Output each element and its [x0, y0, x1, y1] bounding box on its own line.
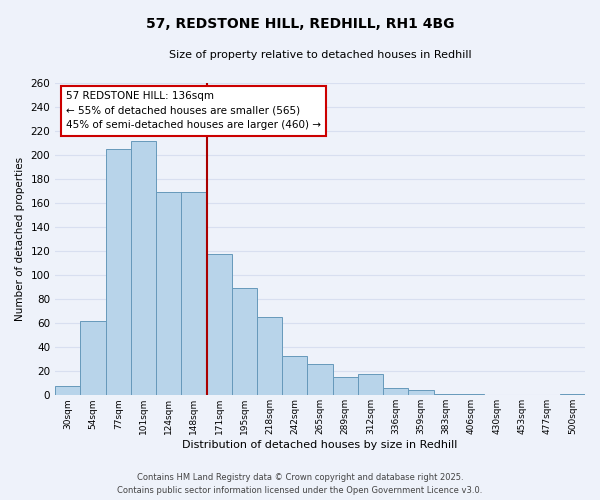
Bar: [181, 192, 206, 396]
Text: 57, REDSTONE HILL, REDHILL, RH1 4BG: 57, REDSTONE HILL, REDHILL, RH1 4BG: [146, 18, 454, 32]
Text: 57 REDSTONE HILL: 136sqm
← 55% of detached houses are smaller (565)
45% of semi-: 57 REDSTONE HILL: 136sqm ← 55% of detach…: [66, 91, 321, 130]
X-axis label: Distribution of detached houses by size in Redhill: Distribution of detached houses by size …: [182, 440, 458, 450]
Bar: [560, 394, 585, 396]
Bar: [80, 321, 106, 396]
Bar: [383, 388, 409, 396]
Bar: [307, 364, 332, 396]
Y-axis label: Number of detached properties: Number of detached properties: [15, 157, 25, 321]
Bar: [282, 356, 307, 396]
Bar: [232, 288, 257, 396]
Text: Contains HM Land Registry data © Crown copyright and database right 2025.
Contai: Contains HM Land Registry data © Crown c…: [118, 474, 482, 495]
Bar: [206, 254, 232, 396]
Bar: [332, 378, 358, 396]
Bar: [434, 394, 459, 396]
Bar: [257, 317, 282, 396]
Bar: [358, 374, 383, 396]
Title: Size of property relative to detached houses in Redhill: Size of property relative to detached ho…: [169, 50, 472, 60]
Bar: [55, 386, 80, 396]
Bar: [131, 140, 156, 396]
Bar: [459, 394, 484, 396]
Bar: [156, 192, 181, 396]
Bar: [409, 390, 434, 396]
Bar: [106, 149, 131, 396]
